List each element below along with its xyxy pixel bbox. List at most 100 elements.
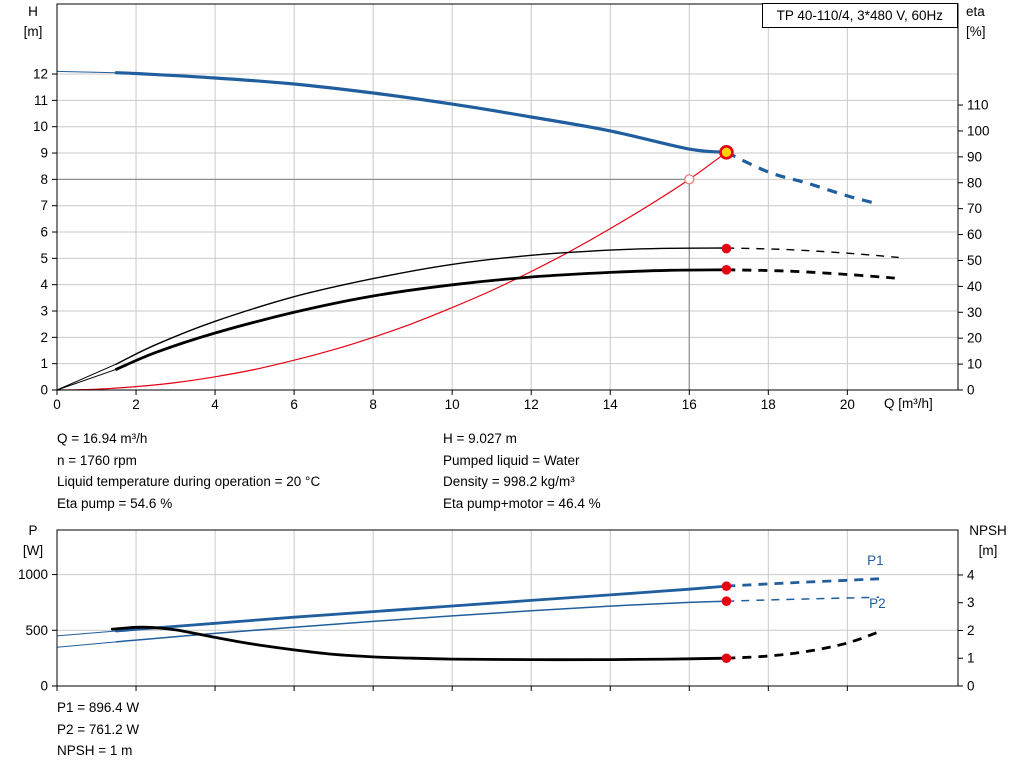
h-axis-title: H [m]	[14, 2, 52, 42]
p2-power-curve-extrapolated	[726, 596, 880, 602]
pump-qh-curve-lead	[56, 70, 117, 74]
y-right-axis-tick-label: 40	[967, 279, 982, 294]
y-right-axis-tick-label: 3	[967, 595, 975, 610]
p1-power-curve-lead	[56, 630, 117, 637]
y-right-axis-tick-label: 90	[967, 149, 982, 164]
y-left-axis-tick-label: 7	[40, 198, 48, 213]
result-p1: P1 = 896.4 W	[57, 700, 140, 715]
y-left-axis-tick-label: 0	[40, 679, 48, 694]
info-liquid-temperature: Liquid temperature during operation = 20…	[57, 474, 321, 489]
p2-power-curve-lead	[56, 641, 117, 648]
y-right-axis-tick-label: 0	[967, 383, 975, 398]
y-right-axis-tick-label: 70	[967, 201, 982, 216]
y-left-axis-tick-label: 1000	[18, 567, 48, 582]
x-axis-tick-label: 18	[761, 397, 776, 412]
duty-point-requested-marker	[684, 174, 695, 185]
p-axis-title-line2: [W]	[22, 543, 44, 558]
pump-qh-curve	[114, 71, 728, 154]
y-right-axis-tick-label: 50	[967, 253, 982, 268]
y-left-axis-tick-label: 4	[40, 277, 48, 292]
eta-pump-curve-lead	[56, 363, 117, 391]
pump-model-box: TP 40-110/4, 3*480 V, 60Hz	[761, 3, 958, 28]
y-left-axis-tick-label: 2	[40, 330, 48, 345]
y-right-axis-tick-label: 4	[967, 567, 975, 582]
duty-info-right-column: H = 9.027 m Pumped liquid = Water Densit…	[443, 428, 601, 514]
x-axis-tick-label: 20	[840, 397, 855, 412]
y-left-axis-tick-label: 10	[33, 119, 48, 134]
info-density: Density = 998.2 kg/m³	[443, 474, 575, 489]
eta-pump-point-marker	[721, 243, 732, 254]
npsh-axis-title: NPSH [m]	[960, 521, 1016, 561]
npsh-point-marker	[721, 653, 732, 664]
y-left-axis-tick-label: 500	[25, 623, 48, 638]
result-p2: P2 = 761.2 W	[57, 721, 140, 737]
system-curve	[56, 151, 727, 391]
h-axis-title-line1: H	[28, 4, 38, 19]
q-axis-title: Q [m³/h]	[884, 396, 933, 411]
x-axis-tick-label: 14	[603, 397, 619, 412]
x-axis-tick-label: 2	[132, 397, 140, 412]
x-axis-tick-label: 12	[524, 397, 539, 412]
p2-power-curve	[115, 600, 728, 643]
p1-point-marker	[721, 581, 732, 591]
p2-curve-label: P2	[869, 596, 886, 611]
x-axis-tick-label: 4	[211, 397, 219, 412]
y-right-axis-tick-label: 10	[967, 357, 982, 372]
p-axis-title-line1: P	[28, 523, 38, 538]
info-speed: n = 1760 rpm	[57, 452, 137, 468]
y-left-axis-tick-label: 6	[40, 225, 48, 240]
npsh-curve-extrapolated	[726, 630, 880, 660]
duty-info-left-column: Q = 16.94 m³/h n = 1760 rpm Liquid tempe…	[57, 428, 320, 514]
y-right-axis-tick-label: 100	[967, 123, 990, 138]
info-eta-pump: Eta pump = 54.6 %	[57, 495, 173, 511]
plot-frame	[56, 529, 959, 687]
result-npsh: NPSH = 1 m	[57, 743, 133, 758]
y-left-axis-tick-label: 0	[40, 383, 48, 398]
npsh-curve	[110, 625, 728, 662]
h-axis-title-line2: [m]	[23, 24, 43, 39]
info-eta-pump-motor: Eta pump+motor = 46.4 %	[443, 495, 601, 511]
eta-axis-title-line2: [%]	[966, 24, 986, 39]
results-column: P1 = 896.4 W P2 = 761.2 W NPSH = 1 m	[57, 697, 139, 762]
eta-pump-motor-curve	[114, 268, 728, 371]
p1-curve-label: P1	[867, 553, 884, 568]
plot-frame	[56, 3, 959, 391]
x-axis-tick-label: 6	[290, 397, 298, 412]
p1-power-curve	[114, 584, 728, 633]
y-right-axis-tick-label: 30	[967, 305, 982, 320]
y-right-axis-tick-label: 1	[967, 651, 975, 666]
eta-pump-curve	[115, 247, 728, 365]
p2-point-marker	[721, 596, 732, 606]
x-axis-tick-label: 10	[445, 397, 460, 412]
pump-model-label: TP 40-110/4, 3*480 V, 60Hz	[776, 8, 943, 23]
y-right-axis-tick-label: 80	[967, 175, 982, 190]
eta-pump-motor-point-marker	[721, 264, 732, 275]
y-right-axis-tick-label: 20	[967, 331, 982, 346]
y-left-axis-tick-label: 5	[40, 251, 48, 266]
npsh-axis-title-line2: [m]	[978, 543, 998, 558]
npsh-axis-title-line1: NPSH	[969, 523, 1007, 538]
x-axis-tick-label: 16	[682, 397, 697, 412]
eta-pump-motor-curve-extrapolated	[726, 268, 895, 280]
y-left-axis-tick-label: 9	[40, 146, 48, 161]
p1-power-curve-extrapolated	[726, 577, 880, 588]
y-left-axis-tick-label: 1	[40, 356, 48, 371]
y-right-axis-tick-label: 60	[967, 227, 982, 242]
y-left-axis-tick-label: 11	[34, 93, 48, 108]
info-head: H = 9.027 m	[443, 431, 517, 446]
y-right-axis-tick-label: 0	[967, 679, 975, 694]
pump-qh-curve-extrapolated	[725, 150, 876, 205]
y-left-axis-tick-label: 3	[40, 304, 48, 319]
x-axis-tick-label: 8	[369, 397, 377, 412]
eta-axis-title-line1: eta	[966, 4, 985, 19]
info-pumped-liquid: Pumped liquid = Water	[443, 452, 580, 468]
operating-point-marker	[719, 145, 734, 160]
x-axis-tick-label: 0	[53, 397, 61, 412]
eta-axis-title: eta [%]	[966, 2, 1016, 42]
y-left-axis-tick-label: 8	[40, 172, 48, 187]
eta-pump-curve-extrapolated	[726, 247, 899, 259]
p-axis-title: P [W]	[14, 521, 52, 561]
y-right-axis-tick-label: 110	[967, 98, 989, 113]
